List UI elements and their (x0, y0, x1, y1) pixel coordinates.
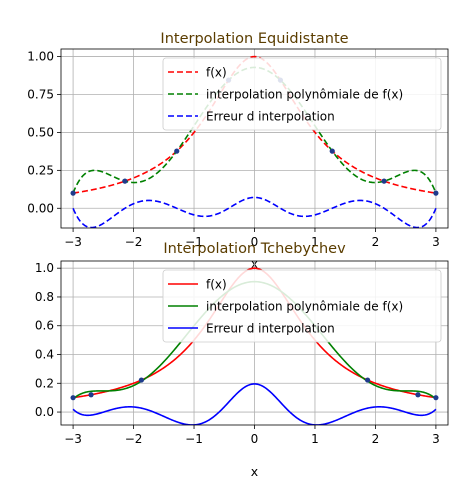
series-line-1 (72, 267, 437, 399)
x-tick-label: 2 (372, 432, 380, 446)
legend-label: interpolation polynômiale de f(x) (206, 88, 403, 102)
y-tick-label: 0.50 (27, 125, 54, 139)
legend-label: interpolation polynômiale de f(x) (206, 300, 403, 314)
interpolation-node (381, 178, 387, 184)
subplot-2: −3 −2 −1 0 1 2 3 0.0 0.2 0.4 0.6 0.8 1.0 f(x) interpol… (35, 260, 449, 479)
y-tick-label: 1.0 (35, 261, 54, 275)
chart-title: Interpolation Tchebychev (163, 241, 346, 257)
x-tick-label: −1 (185, 432, 203, 446)
interpolation-node (433, 190, 439, 196)
y-tick-label: 0.0 (35, 405, 54, 419)
interpolation-node (174, 148, 180, 154)
chart-title: Interpolation Equidistante (160, 31, 348, 47)
x-tick-label: −2 (125, 235, 143, 249)
x-tick-label: 0 (251, 432, 259, 446)
x-tick-label: −1 (185, 235, 203, 249)
x-tick-label: −3 (64, 235, 82, 249)
interpolation-node (70, 190, 76, 196)
y-tick-label: 0.75 (27, 88, 54, 102)
x-tick-label: 3 (432, 432, 440, 446)
legend-label: f(x) (206, 278, 227, 292)
x-tick-label: 1 (311, 235, 319, 249)
interpolation-node (365, 377, 371, 383)
x-tick-label: 1 (311, 432, 319, 446)
legend-label: Erreur d interpolation (206, 322, 335, 336)
interpolation-node (122, 178, 128, 184)
legend-box (162, 57, 442, 131)
legend-box (162, 269, 442, 343)
subplot-1: −3 −2 −1 0 1 2 3 0.00 0.25 0.50 0.75 1.00 f(x) interp… (27, 48, 449, 271)
interpolation-node (70, 395, 76, 401)
x-tick-label: 0 (251, 235, 259, 249)
series-line-3 (72, 196, 437, 228)
interpolation-node (415, 392, 421, 398)
interpolation-node (329, 148, 335, 154)
interpolation-node (433, 395, 439, 401)
x-tick-label: −2 (125, 432, 143, 446)
y-tick-label: 1.00 (27, 50, 54, 64)
legend-label: Erreur d interpolation (206, 110, 335, 124)
legend-label: f(x) (206, 66, 227, 80)
series-line-3 (72, 383, 437, 425)
y-tick-label: 0.4 (35, 348, 54, 362)
y-tick-label: 0.00 (27, 201, 54, 215)
y-tick-label: 0.8 (35, 290, 54, 304)
x-tick-label: −3 (64, 432, 82, 446)
x-tick-label: 3 (432, 235, 440, 249)
x-axis-label: x (251, 464, 258, 479)
interpolation-node (88, 392, 94, 398)
interpolation-node (138, 377, 144, 383)
y-tick-label: 0.6 (35, 319, 54, 333)
legend: f(x) interpolation polynômiale de f(x) Err… (162, 57, 442, 131)
series-line-1 (72, 55, 437, 194)
legend: f(x) interpolation polynômiale de f(x) Err… (162, 269, 442, 343)
x-tick-label: 2 (372, 235, 380, 249)
y-tick-label: 0.25 (27, 163, 54, 177)
y-tick-label: 0.2 (35, 376, 54, 390)
